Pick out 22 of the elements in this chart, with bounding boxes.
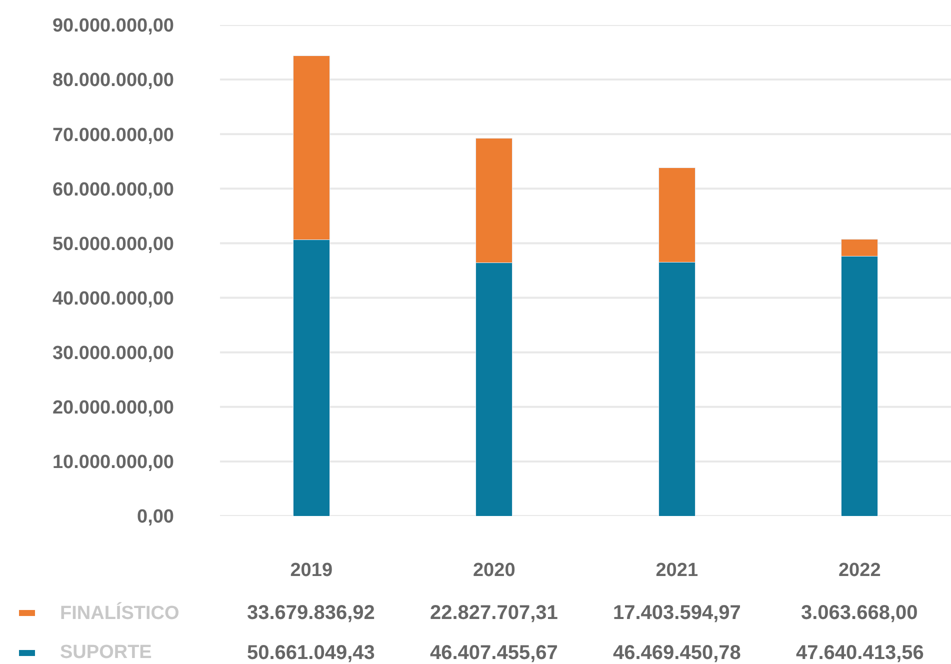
y-tick-label: 10.000.000,00 (52, 452, 174, 474)
x-tick-label: 2021 (656, 560, 698, 581)
data-label: 22.827.707,31 (430, 602, 558, 624)
x-tick-label: 2022 (838, 560, 881, 581)
y-tick-label: 90.000.000,00 (52, 16, 174, 37)
y-tick-label: 20.000.000,00 (52, 398, 174, 419)
data-label: 47.640.413,56 (796, 642, 924, 664)
y-tick-label: 50.000.000,00 (52, 234, 174, 255)
x-tick-label: 2019 (290, 560, 333, 581)
data-label: 17.403.594,97 (613, 602, 741, 624)
y-tick-label: 80.000.000,00 (52, 70, 174, 92)
data-label: 33.679.836,92 (247, 602, 375, 624)
y-tick-label: 60.000.000,00 (52, 179, 174, 200)
x-tick-label: 2020 (472, 560, 516, 581)
y-tick-label: 70.000.000,00 (52, 124, 174, 146)
y-tick-label: 40.000.000,00 (52, 288, 174, 310)
data-label: 46.407.455,67 (430, 642, 558, 664)
data-label: 46.469.450,78 (613, 642, 741, 664)
y-tick-label: 0,00 (137, 506, 174, 528)
data-label: 50.661.049,43 (247, 642, 375, 664)
y-tick-label: 30.000.000,00 (52, 342, 174, 364)
data-label: 3.063.668,00 (801, 602, 918, 624)
